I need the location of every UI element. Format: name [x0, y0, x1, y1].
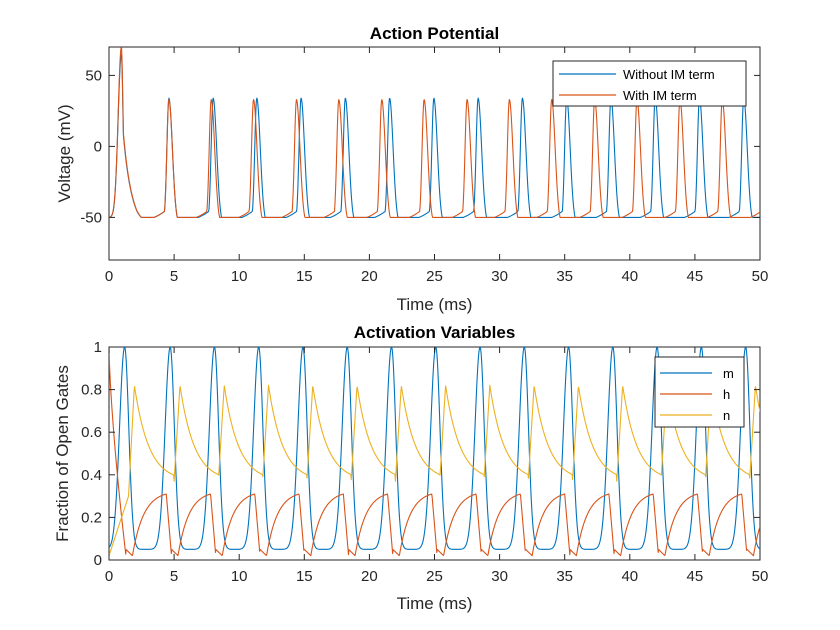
x-tick-label: 15: [296, 268, 313, 285]
x-tick-label: 50: [752, 268, 769, 285]
series-line-without-im: [109, 54, 760, 218]
x-tick-label: 0: [105, 568, 113, 585]
y-tick-label: 0.2: [81, 509, 102, 526]
legend-bottom: m h n: [654, 356, 745, 428]
series-line-m: [109, 347, 760, 550]
x-tick-label: 5: [170, 568, 178, 585]
chart-title-bottom: Activation Variables: [354, 323, 516, 342]
x-tick-label: 50: [752, 568, 769, 585]
x-tick-label: 25: [426, 568, 443, 585]
series-line-with-im: [109, 47, 760, 218]
x-tick-label: 40: [621, 268, 638, 285]
x-tick-label: 30: [491, 568, 508, 585]
x-tick-label: 45: [687, 268, 704, 285]
x-axis-label-top: Time (ms): [397, 295, 473, 314]
x-tick-label: 10: [231, 568, 248, 585]
legend-label-with-im: With IM term: [623, 88, 697, 103]
y-tick-label: 1: [94, 339, 102, 356]
y-tick-label: 0: [94, 552, 102, 569]
x-tick-label: 15: [296, 568, 313, 585]
x-tick-label: 20: [361, 268, 378, 285]
y-tick-label: 0.4: [81, 467, 102, 484]
chart-title-top: Action Potential: [370, 24, 499, 43]
legend-label-h: h: [723, 387, 730, 402]
y-tick-label: 0: [94, 138, 102, 155]
y-axis-label-bottom: Fraction of Open Gates: [53, 365, 72, 542]
legend-label-n: n: [723, 408, 730, 423]
legend-label-without-im: Without IM term: [623, 67, 715, 82]
y-tick-label: 0.8: [81, 382, 102, 399]
x-tick-label: 35: [556, 268, 573, 285]
legend-top: Without IM term With IM term: [552, 60, 747, 107]
y-tick-label: 50: [85, 67, 102, 84]
x-tick-label: 35: [556, 568, 573, 585]
action-potential-plot: 0 5 10 15 20 25 30 35 40 45 50 -50 0 50 Action Potent…: [55, 24, 768, 314]
ticks-bottom: 0 5 10 15 20 25 30 35 40 45 50 0 0.2 0.4 0.6 0.8 1: [81, 339, 768, 585]
series-line-n: [109, 384, 760, 556]
series-line-h: [109, 347, 760, 557]
activation-variables-plot: 0 5 10 15 20 25 30 35 40 45 50 0 0.2 0.4 0.6 0.8 1 Activ…: [53, 323, 768, 613]
x-tick-label: 5: [170, 268, 178, 285]
series-group-bottom: [109, 347, 760, 557]
x-tick-label: 0: [105, 268, 113, 285]
series-group-top: [109, 47, 760, 218]
x-tick-label: 30: [491, 268, 508, 285]
y-tick-label: 0.6: [81, 424, 102, 441]
x-tick-label: 40: [621, 568, 638, 585]
legend-label-m: m: [723, 366, 734, 381]
x-tick-label: 45: [687, 568, 704, 585]
x-axis-label-bottom: Time (ms): [397, 594, 473, 613]
x-tick-label: 10: [231, 268, 248, 285]
y-axis-label-top: Voltage (mV): [55, 104, 74, 202]
legend-box-top: [552, 60, 747, 107]
ticks-top: 0 5 10 15 20 25 30 35 40 45 50 -50 0 50: [80, 47, 768, 285]
y-tick-label: -50: [80, 209, 102, 226]
x-tick-label: 25: [426, 268, 443, 285]
x-tick-label: 20: [361, 568, 378, 585]
